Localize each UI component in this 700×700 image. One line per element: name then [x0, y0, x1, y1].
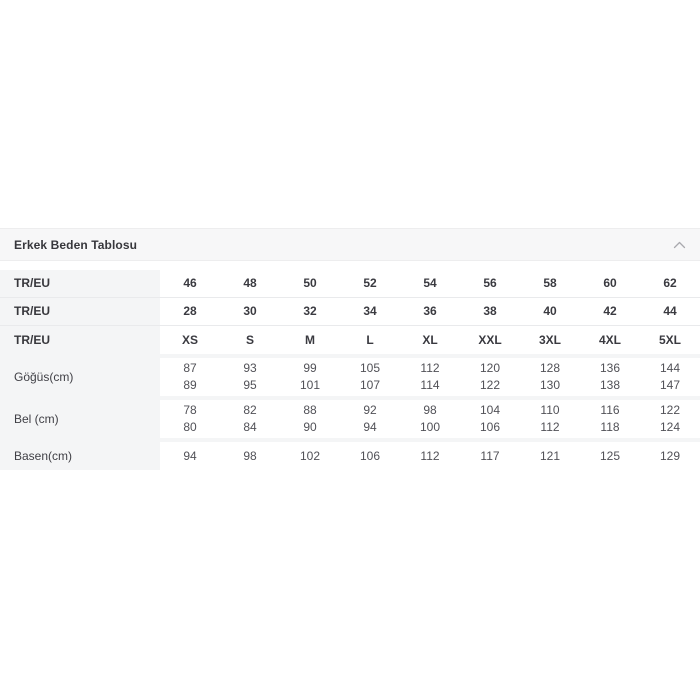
size-cell: 58 — [520, 270, 580, 297]
size-cell: 56 — [460, 270, 520, 297]
size-cell: 50 — [280, 270, 340, 297]
size-cell: 36 — [400, 298, 460, 325]
size-cell: 120 122 — [460, 358, 520, 396]
size-cell: 98 — [220, 442, 280, 470]
size-cell: 88 90 — [280, 400, 340, 438]
table-row-tr-eu-2: TR/EU 28 30 32 34 36 38 40 42 44 — [0, 298, 700, 326]
size-cell: 121 — [520, 442, 580, 470]
size-cell: 42 — [580, 298, 640, 325]
size-cell: 30 — [220, 298, 280, 325]
size-cell: 46 — [160, 270, 220, 297]
size-cell: 112 114 — [400, 358, 460, 396]
size-cell: 94 — [160, 442, 220, 470]
size-chart-accordion-header[interactable]: Erkek Beden Tablosu — [0, 228, 700, 261]
size-table: TR/EU 46 48 50 52 54 56 58 60 62 TR/EU 2… — [0, 270, 700, 470]
size-cell: XXL — [460, 326, 520, 354]
size-cell: 62 — [640, 270, 700, 297]
size-cell: 5XL — [640, 326, 700, 354]
size-cell: 117 — [460, 442, 520, 470]
size-cell: 136 138 — [580, 358, 640, 396]
size-cell: 102 — [280, 442, 340, 470]
table-row-hip: Basen(cm) 94 98 102 106 112 117 121 125 … — [0, 442, 700, 470]
size-cell: 3XL — [520, 326, 580, 354]
size-cell: 99 101 — [280, 358, 340, 396]
table-row-tr-eu-1: TR/EU 46 48 50 52 54 56 58 60 62 — [0, 270, 700, 298]
size-cell: 104 106 — [460, 400, 520, 438]
size-cell: XS — [160, 326, 220, 354]
size-cell: 4XL — [580, 326, 640, 354]
size-cell: 144 147 — [640, 358, 700, 396]
size-cell: 116 118 — [580, 400, 640, 438]
accordion-title: Erkek Beden Tablosu — [14, 237, 138, 252]
row-label: TR/EU — [14, 276, 50, 290]
size-cell: 82 84 — [220, 400, 280, 438]
size-cell: 129 — [640, 442, 700, 470]
size-cell: 32 — [280, 298, 340, 325]
row-label: Bel (cm) — [14, 411, 59, 426]
size-cell: 105 107 — [340, 358, 400, 396]
size-cell: XL — [400, 326, 460, 354]
size-cell: 44 — [640, 298, 700, 325]
size-cell: M — [280, 326, 340, 354]
size-cell: 28 — [160, 298, 220, 325]
size-cell: 112 — [400, 442, 460, 470]
size-cell: 78 80 — [160, 400, 220, 438]
row-label: TR/EU — [14, 304, 50, 318]
size-cell: 122 124 — [640, 400, 700, 438]
row-label: Basen(cm) — [14, 448, 73, 463]
size-cell: 125 — [580, 442, 640, 470]
size-cell: 98 100 — [400, 400, 460, 438]
table-row-waist: Bel (cm) 78 80 82 84 88 90 92 94 98 100 … — [0, 400, 700, 438]
table-row-tr-eu-3: TR/EU XS S M L XL XXL 3XL 4XL 5XL — [0, 326, 700, 354]
size-cell: L — [340, 326, 400, 354]
table-row-chest: Göğüs(cm) 87 89 93 95 99 101 105 107 112… — [0, 358, 700, 396]
size-cell: 106 — [340, 442, 400, 470]
size-cell: 93 95 — [220, 358, 280, 396]
size-cell: 128 130 — [520, 358, 580, 396]
size-cell: 48 — [220, 270, 280, 297]
size-cell: 52 — [340, 270, 400, 297]
row-label: TR/EU — [14, 332, 50, 347]
size-cell: 92 94 — [340, 400, 400, 438]
size-cell: 38 — [460, 298, 520, 325]
row-label: Göğüs(cm) — [14, 369, 74, 384]
size-cell: 87 89 — [160, 358, 220, 396]
size-cell: 110 112 — [520, 400, 580, 438]
size-cell: 40 — [520, 298, 580, 325]
size-cell: 34 — [340, 298, 400, 325]
size-cell: 60 — [580, 270, 640, 297]
size-cell: 54 — [400, 270, 460, 297]
size-cell: S — [220, 326, 280, 354]
chevron-up-icon — [673, 241, 686, 249]
